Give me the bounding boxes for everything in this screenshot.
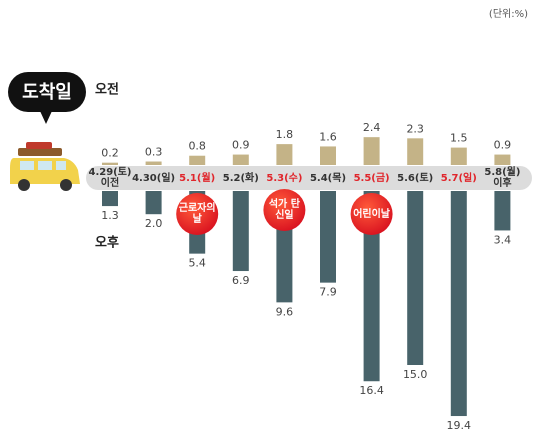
- bar: [450, 147, 467, 165]
- value-label: 19.4: [447, 419, 472, 432]
- value-label: 1.6: [319, 130, 337, 143]
- bar: [102, 162, 118, 165]
- category-label: 5.1(월): [179, 172, 216, 184]
- value-label: 2.4: [363, 121, 381, 134]
- car-icon: [10, 142, 80, 191]
- badge: 도착일: [8, 72, 86, 124]
- bar: [363, 191, 380, 382]
- category-label: 5.4(목): [309, 172, 347, 184]
- bar: [363, 137, 380, 165]
- holiday-badge: [350, 193, 393, 235]
- value-label: 2.0: [145, 217, 163, 230]
- value-label: 0.2: [101, 147, 119, 160]
- bar: [232, 154, 249, 165]
- value-label: 1.8: [276, 128, 294, 141]
- holiday-text: 석가 탄신일: [268, 199, 300, 221]
- category-label: 4.29(토) 이전: [88, 167, 132, 189]
- value-label: 0.8: [188, 140, 206, 153]
- holiday-badge: [263, 189, 306, 231]
- baseline-band: [86, 166, 532, 190]
- bar: [407, 138, 424, 165]
- value-label: 0.3: [145, 146, 163, 159]
- bar: [494, 154, 511, 165]
- legend-am: 오전: [95, 82, 119, 98]
- unit-note: (단위:%): [489, 7, 528, 20]
- category-label: 4.30(일): [132, 172, 176, 184]
- value-label: 1.3: [101, 209, 119, 222]
- legend-pm: 오후: [95, 235, 119, 251]
- value-label: 1.5: [450, 132, 468, 145]
- value-label: 0.9: [232, 139, 250, 152]
- value-label: 6.9: [232, 274, 250, 287]
- bar: [145, 161, 162, 165]
- bar: [145, 191, 162, 215]
- bar: [320, 146, 336, 165]
- value-label: 2.3: [406, 122, 424, 135]
- value-label: 15.0: [403, 368, 428, 381]
- value-label: 9.6: [276, 305, 294, 318]
- category-label: 5.3(수): [266, 172, 303, 184]
- value-label: 5.4: [188, 257, 206, 270]
- value-label: 0.9: [494, 139, 512, 152]
- bar: [102, 191, 118, 207]
- category-label: 5.7(일): [440, 172, 477, 184]
- bar: [189, 155, 206, 165]
- bar: [232, 191, 249, 272]
- category-label: 5.8(월) 이후: [484, 167, 521, 189]
- holiday-text: 근로자의 날: [178, 203, 216, 225]
- bar: [407, 191, 424, 365]
- category-label: 5.2(화): [222, 172, 259, 184]
- holiday-text: 어린이날: [353, 208, 390, 220]
- bar: [276, 144, 293, 165]
- bar: [450, 191, 467, 417]
- category-label: 5.5(금): [353, 172, 390, 184]
- value-label: 16.4: [359, 384, 384, 397]
- value-label: 3.4: [494, 233, 512, 246]
- value-label: 7.9: [319, 286, 337, 299]
- badge-text: 도착일: [22, 82, 72, 103]
- holiday-badge: [176, 193, 219, 235]
- category-label: 5.6(토): [397, 172, 434, 184]
- bar: [494, 191, 511, 231]
- bar: [320, 191, 336, 283]
